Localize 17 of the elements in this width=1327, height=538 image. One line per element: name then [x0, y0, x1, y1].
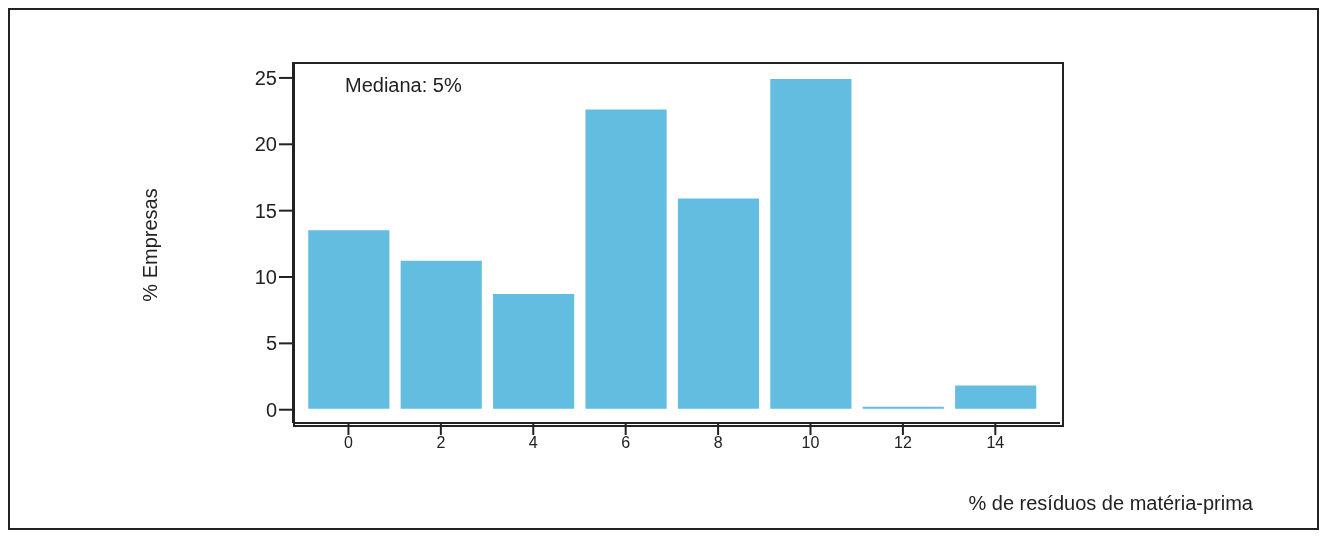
x-tick-label: 6: [621, 434, 631, 452]
x-tick-label: 2: [436, 434, 446, 452]
y-tick-label: 10: [254, 266, 277, 289]
y-axis-title: % Empresas: [138, 187, 162, 302]
x-tick-label: 14: [986, 434, 1005, 452]
y-tick-label: 5: [265, 332, 277, 355]
x-tick-label: 0: [343, 434, 353, 452]
annotation: Mediana: 5%: [345, 74, 462, 97]
x-tick-label: 8: [713, 434, 723, 452]
y-tick-label: 0: [265, 398, 277, 421]
y-tick-label: 25: [254, 67, 277, 90]
x-tick-label: 10: [801, 434, 820, 452]
y-tick-label: 20: [254, 133, 277, 156]
x-tick-label: 12: [894, 434, 912, 452]
y-tick-label: 15: [254, 199, 277, 222]
x-axis-title: % de resíduos de matéria-prima: [968, 492, 1253, 515]
x-tick-label: 4: [528, 434, 538, 452]
